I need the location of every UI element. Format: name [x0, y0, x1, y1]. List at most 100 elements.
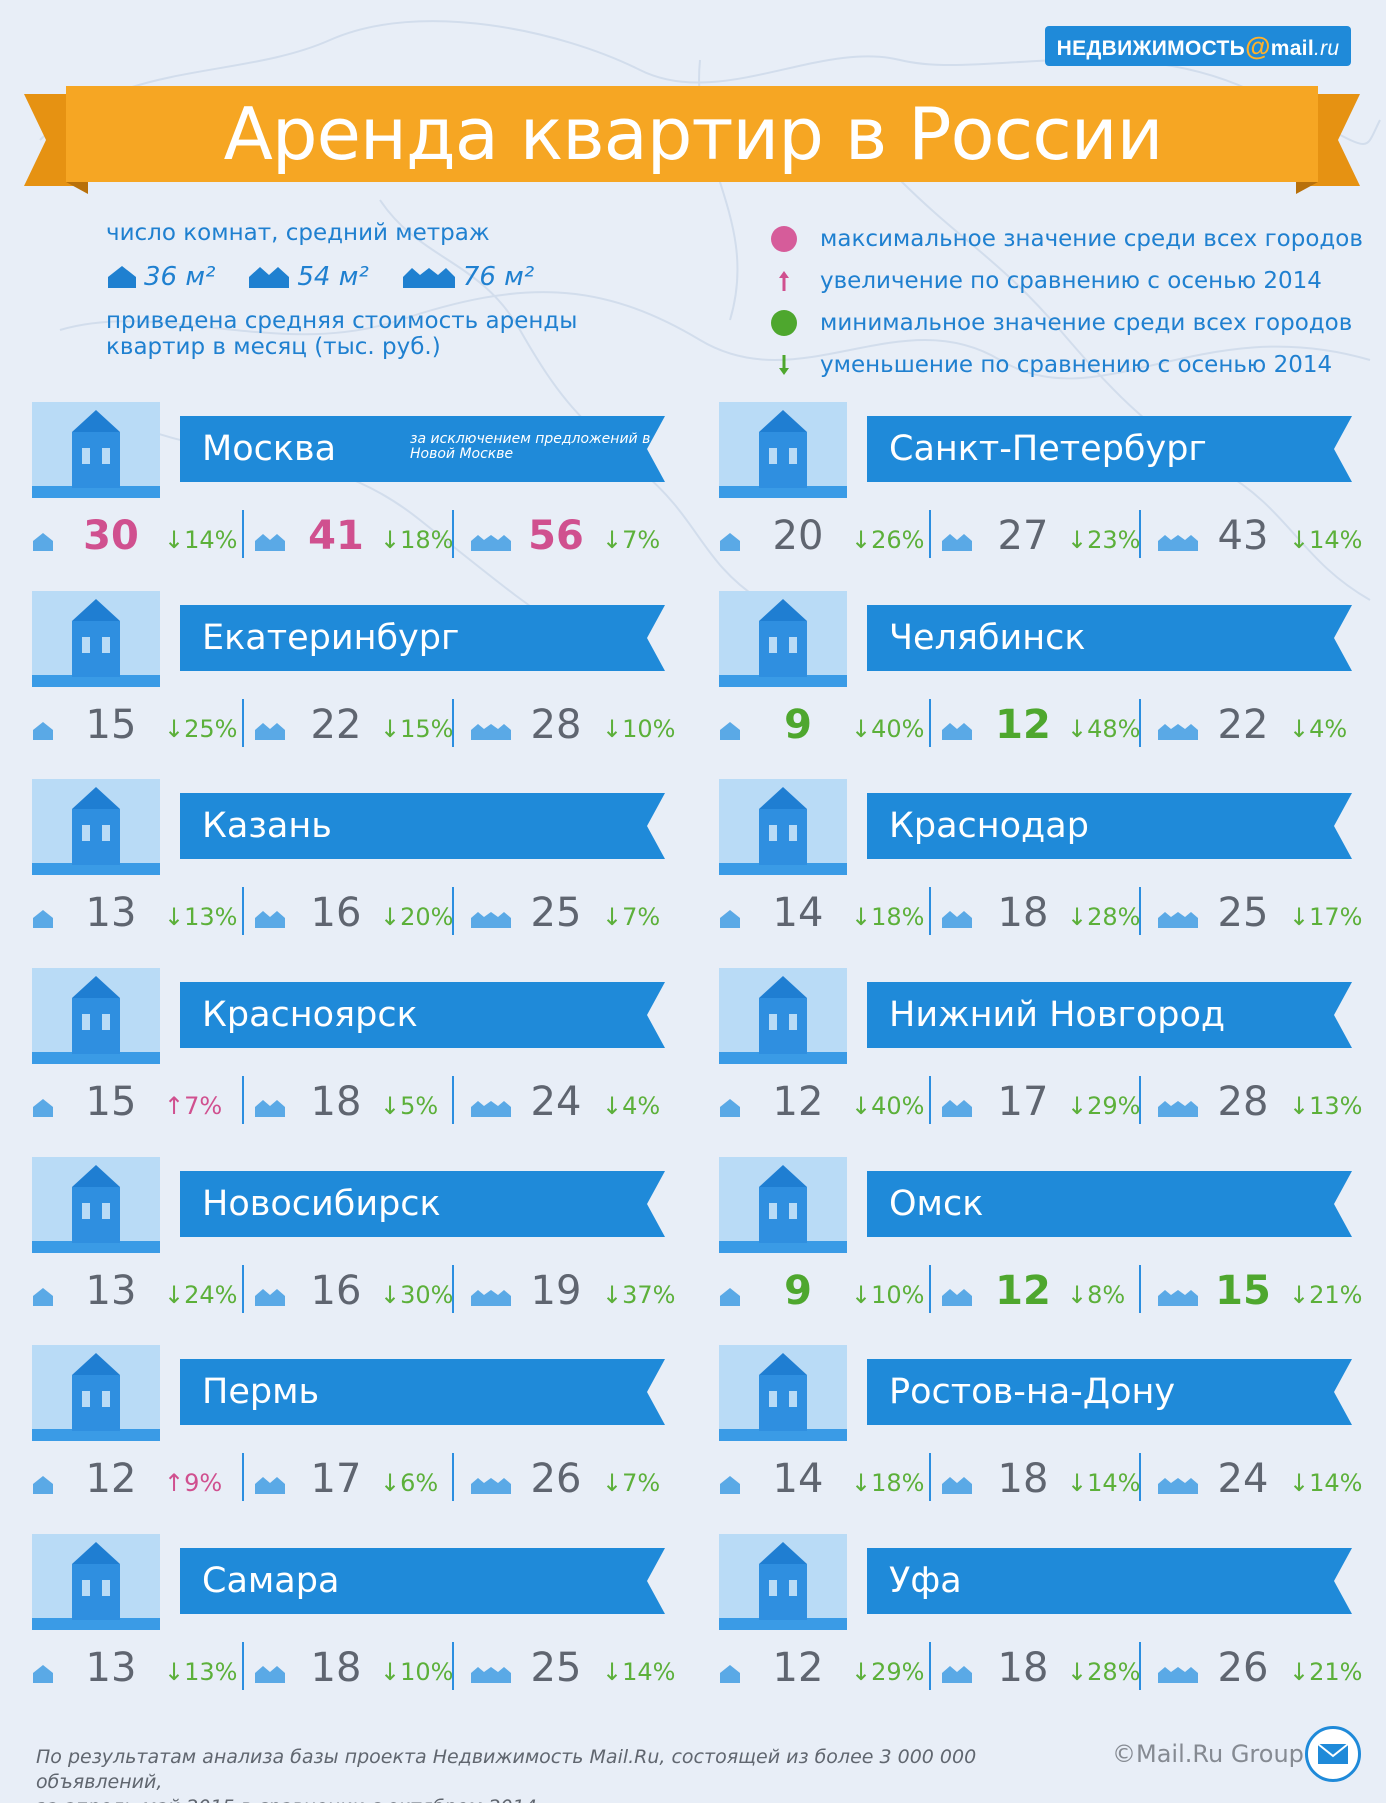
- price-1: 15: [85, 702, 137, 748]
- city-card: Ростов-на-Дону 14 ↓18% 18 ↓14% 24 ↓14%: [719, 1345, 1362, 1525]
- change-3: ↓4%: [1289, 715, 1348, 743]
- price-note-2: квартир в месяц (тыс. руб.): [106, 334, 441, 360]
- divider: [242, 1076, 244, 1124]
- house-1-icon: [719, 1664, 741, 1688]
- city-name: Москва: [202, 429, 337, 469]
- down-arrow-icon: ↓: [1067, 715, 1088, 743]
- drawbridge-icon: [719, 402, 847, 498]
- size-1-room: 36 м²: [106, 262, 215, 292]
- change-3: ↓17%: [1289, 903, 1363, 931]
- house-2-icon: [941, 532, 973, 556]
- divider: [452, 1453, 454, 1501]
- city-banner: [180, 1171, 665, 1237]
- down-arrow-icon: ↓: [1289, 1658, 1310, 1686]
- city-stats: 12 ↓29% 18 ↓28% 26 ↓21%: [719, 1642, 1362, 1694]
- palace-icon: [719, 1157, 847, 1253]
- price-2: 18: [310, 1645, 362, 1691]
- change-1: ↓18%: [851, 1469, 925, 1497]
- price-1: 9: [784, 702, 812, 748]
- down-arrow-icon: ↓: [1067, 1658, 1088, 1686]
- house-2-icon: [254, 1664, 286, 1688]
- house-2-icon: [254, 1287, 286, 1311]
- down-arrow-icon: ↓: [1289, 715, 1310, 743]
- house-1-icon: [719, 1098, 741, 1122]
- city-card: Омск 9 ↓10% 12 ↓8% 15 ↓21%: [719, 1157, 1362, 1337]
- down-arrow-icon: ↓: [602, 1658, 623, 1686]
- price-3: 25: [530, 1645, 582, 1691]
- legend-min: минимальное значение среди всех городов: [768, 302, 1368, 344]
- house-2-icon: [941, 1664, 973, 1688]
- house-3-icon: [470, 1098, 512, 1122]
- house-3-icon: [470, 1287, 512, 1311]
- city-card: Москва за исключением предложений в Новой…: [32, 402, 672, 582]
- price-1: 14: [772, 1456, 824, 1502]
- down-arrow-icon: ↓: [851, 526, 872, 554]
- mosque-icon: [32, 779, 160, 875]
- city-name: Екатеринбург: [202, 618, 460, 658]
- city-card: Челябинск 9 ↓40% 12 ↓48% 22 ↓4%: [719, 591, 1359, 771]
- city-banner: [180, 605, 665, 671]
- down-arrow-icon: ↓: [164, 1281, 185, 1309]
- house-1-icon: [719, 909, 741, 933]
- price-2: 12: [995, 702, 1051, 748]
- city-card: Санкт-Петербург 20 ↓26% 27 ↓23% 43 ↓14%: [719, 402, 1362, 582]
- city-stats: 14 ↓18% 18 ↓14% 24 ↓14%: [719, 1453, 1362, 1505]
- change-2: ↓10%: [380, 1658, 454, 1686]
- city-stats: 20 ↓26% 27 ↓23% 43 ↓14%: [719, 510, 1362, 562]
- rooms-heading: число комнат, средний метраж: [106, 220, 490, 246]
- price-note-1: приведена средняя стоимость аренды: [106, 308, 578, 334]
- city-stats: 9 ↓40% 12 ↓48% 22 ↓4%: [719, 699, 1359, 751]
- legend-max: максимальное значение среди всех городов: [768, 218, 1368, 260]
- legend-down: уменьшение по сравнению с осенью 2014: [768, 344, 1368, 386]
- change-3: ↓7%: [602, 903, 661, 931]
- price-3: 24: [530, 1079, 582, 1125]
- green-dot-icon: [771, 310, 797, 336]
- price-1: 15: [85, 1079, 137, 1125]
- legend-marks: максимальное значение среди всех городов…: [768, 218, 1368, 386]
- down-arrow-icon: ↓: [380, 715, 401, 743]
- city-card: Екатеринбург 15 ↓25% 22 ↓15% 28 ↓10%: [32, 591, 675, 771]
- city-banner: [180, 416, 665, 482]
- price-3: 19: [530, 1268, 582, 1314]
- house-2-icon: [254, 1475, 286, 1499]
- city-name: Омск: [889, 1184, 984, 1224]
- change-2: ↓28%: [1067, 1658, 1141, 1686]
- city-banner: [867, 1359, 1352, 1425]
- house-3-icon: [1157, 1475, 1199, 1499]
- price-3: 43: [1217, 513, 1269, 559]
- down-arrow-icon: ↓: [164, 903, 185, 931]
- change-2: ↓5%: [380, 1092, 439, 1120]
- house-3-icon: [1157, 909, 1199, 933]
- price-1: 13: [85, 1268, 137, 1314]
- down-arrow-icon: ↓: [851, 1092, 872, 1120]
- monument-icon: [719, 591, 847, 687]
- down-arrow-icon: ↓: [164, 1658, 185, 1686]
- legend-sizes: число комнат, средний метраж 36 м² 54 м²…: [106, 220, 666, 360]
- change-2: ↓18%: [380, 526, 454, 554]
- house-1-icon: [719, 532, 741, 556]
- city-banner: [867, 605, 1352, 671]
- city-card: Уфа 12 ↓29% 18 ↓28% 26 ↓21%: [719, 1534, 1362, 1714]
- divider: [452, 1265, 454, 1313]
- city-banner: [867, 793, 1352, 859]
- down-arrow-icon: ↓: [851, 1469, 872, 1497]
- down-arrow-icon: ↓: [602, 903, 623, 931]
- house-2-icon: [254, 1098, 286, 1122]
- up-arrow-icon: ↑: [164, 1092, 185, 1120]
- up-arrow-icon: [779, 271, 789, 291]
- price-1: 13: [85, 1645, 137, 1691]
- down-arrow-icon: ↓: [1289, 526, 1310, 554]
- down-arrow-icon: ↓: [851, 1658, 872, 1686]
- change-2: ↓14%: [1067, 1469, 1141, 1497]
- house-3-icon: [1157, 721, 1199, 745]
- down-arrow-icon: ↓: [1067, 1469, 1088, 1497]
- house-1-icon: [32, 909, 54, 933]
- logo[interactable]: НЕДВИЖИМОСТЬ@mail.ru: [1045, 26, 1351, 66]
- price-2: 18: [997, 1456, 1049, 1502]
- down-arrow-icon: ↓: [164, 715, 185, 743]
- divider: [242, 1642, 244, 1690]
- house-1-icon: [32, 1098, 54, 1122]
- mail-envelope-icon[interactable]: [1305, 1726, 1361, 1782]
- divider: [1139, 699, 1141, 747]
- down-arrow-icon: ↓: [851, 1281, 872, 1309]
